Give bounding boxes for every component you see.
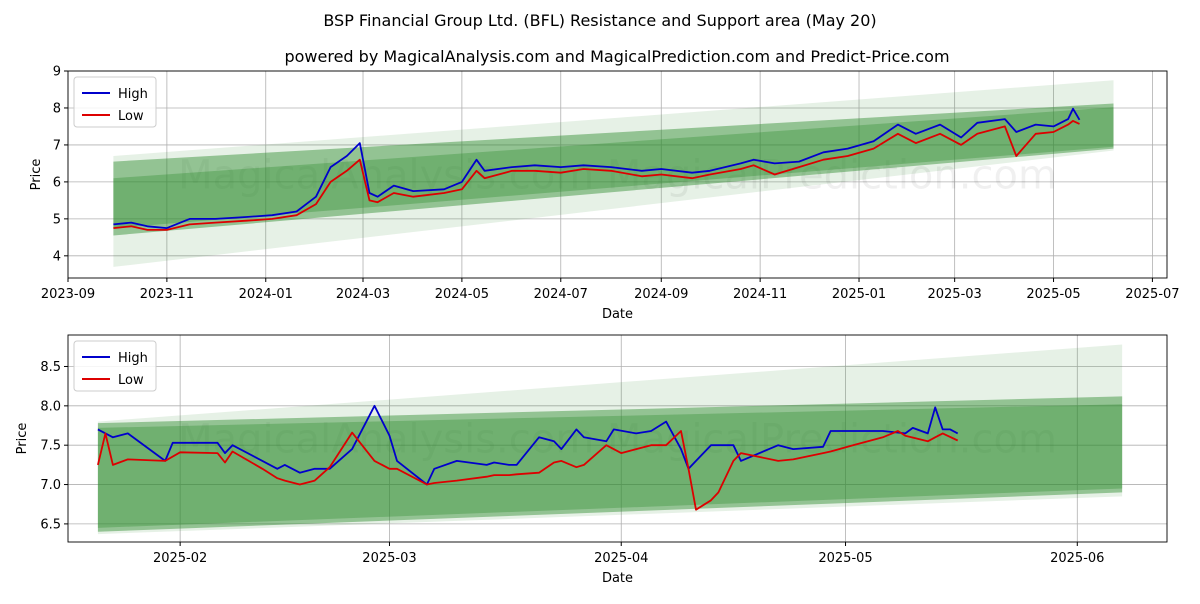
y-tick-label: 8.5 — [40, 360, 61, 375]
y-tick-label: 4 — [53, 249, 61, 264]
x-tick-label: 2025-07 — [1125, 287, 1179, 302]
plot-frame — [67, 334, 1168, 543]
x-tick-label: 2025-06 — [1050, 551, 1104, 566]
series-line-high — [113, 107, 1081, 230]
legend: High Low — [73, 76, 157, 128]
legend: High Low — [73, 340, 157, 392]
y-axis-label: Price — [29, 159, 44, 191]
y-axis-label: Price — [15, 423, 30, 455]
series-line-high — [97, 404, 959, 486]
x-tick-label: 2025-05 — [1026, 287, 1080, 302]
y-tick-label: 5 — [53, 212, 61, 227]
x-tick-label: 2023-11 — [140, 287, 194, 302]
series-line-low — [113, 120, 1080, 231]
legend-label-low: Low — [118, 109, 144, 124]
x-tick-label: 2025-01 — [832, 287, 886, 302]
y-tick-label: 8 — [53, 101, 61, 116]
y-tick-label: 8.0 — [40, 399, 61, 414]
y-tick-label: 9 — [53, 65, 61, 80]
x-tick-label: 2024-05 — [435, 287, 489, 302]
y-tick-label: 7.5 — [40, 439, 61, 454]
watermark: MagicalAnalysis.com MagicalPrediction.co… — [178, 417, 1057, 463]
legend-label-high: High — [118, 351, 148, 366]
y-tick-label: 6.5 — [40, 517, 61, 532]
x-tick-label: 2024-01 — [239, 287, 293, 302]
x-tick-label: 2025-05 — [818, 551, 872, 566]
chart-title: BSP Financial Group Ltd. (BFL) Resistanc… — [323, 11, 876, 30]
x-tick-label: 2025-02 — [153, 551, 207, 566]
legend-box — [73, 76, 157, 128]
grid — [68, 335, 1167, 542]
x-tick-label: 2025-03 — [362, 551, 416, 566]
y-tick-label: 7.0 — [40, 478, 61, 493]
band — [97, 344, 1123, 535]
x-tick-label: 2025-03 — [927, 287, 981, 302]
x-tick-label: 2024-07 — [534, 287, 588, 302]
band — [113, 103, 1114, 236]
legend-box — [73, 340, 157, 392]
chart-subtitle: powered by MagicalAnalysis.com and Magic… — [284, 47, 949, 66]
zoomed-price-chart: MagicalAnalysis.com MagicalPrediction.co… — [15, 334, 1168, 586]
x-tick-label: 2025-04 — [594, 551, 648, 566]
plot-frame — [67, 70, 1168, 279]
support-resistance-bands — [97, 344, 1123, 535]
legend-label-high: High — [118, 87, 148, 102]
main-price-chart: MagicalAnalysis.com MagicalPrediction.co… — [29, 65, 1180, 323]
y-tick-label: 6 — [53, 175, 61, 190]
x-axis-label: Date — [602, 571, 633, 586]
x-tick-label: 2023-09 — [41, 287, 95, 302]
band — [113, 80, 1114, 267]
x-axis-label: Date — [602, 307, 633, 322]
x-tick-label: 2024-03 — [336, 287, 390, 302]
x-tick-label: 2024-11 — [733, 287, 787, 302]
x-tick-label: 2024-09 — [634, 287, 688, 302]
legend-label-low: Low — [118, 373, 144, 388]
series-line-low — [97, 430, 959, 511]
series-group — [113, 107, 1081, 231]
series-group — [97, 404, 959, 511]
y-tick-label: 7 — [53, 138, 61, 153]
